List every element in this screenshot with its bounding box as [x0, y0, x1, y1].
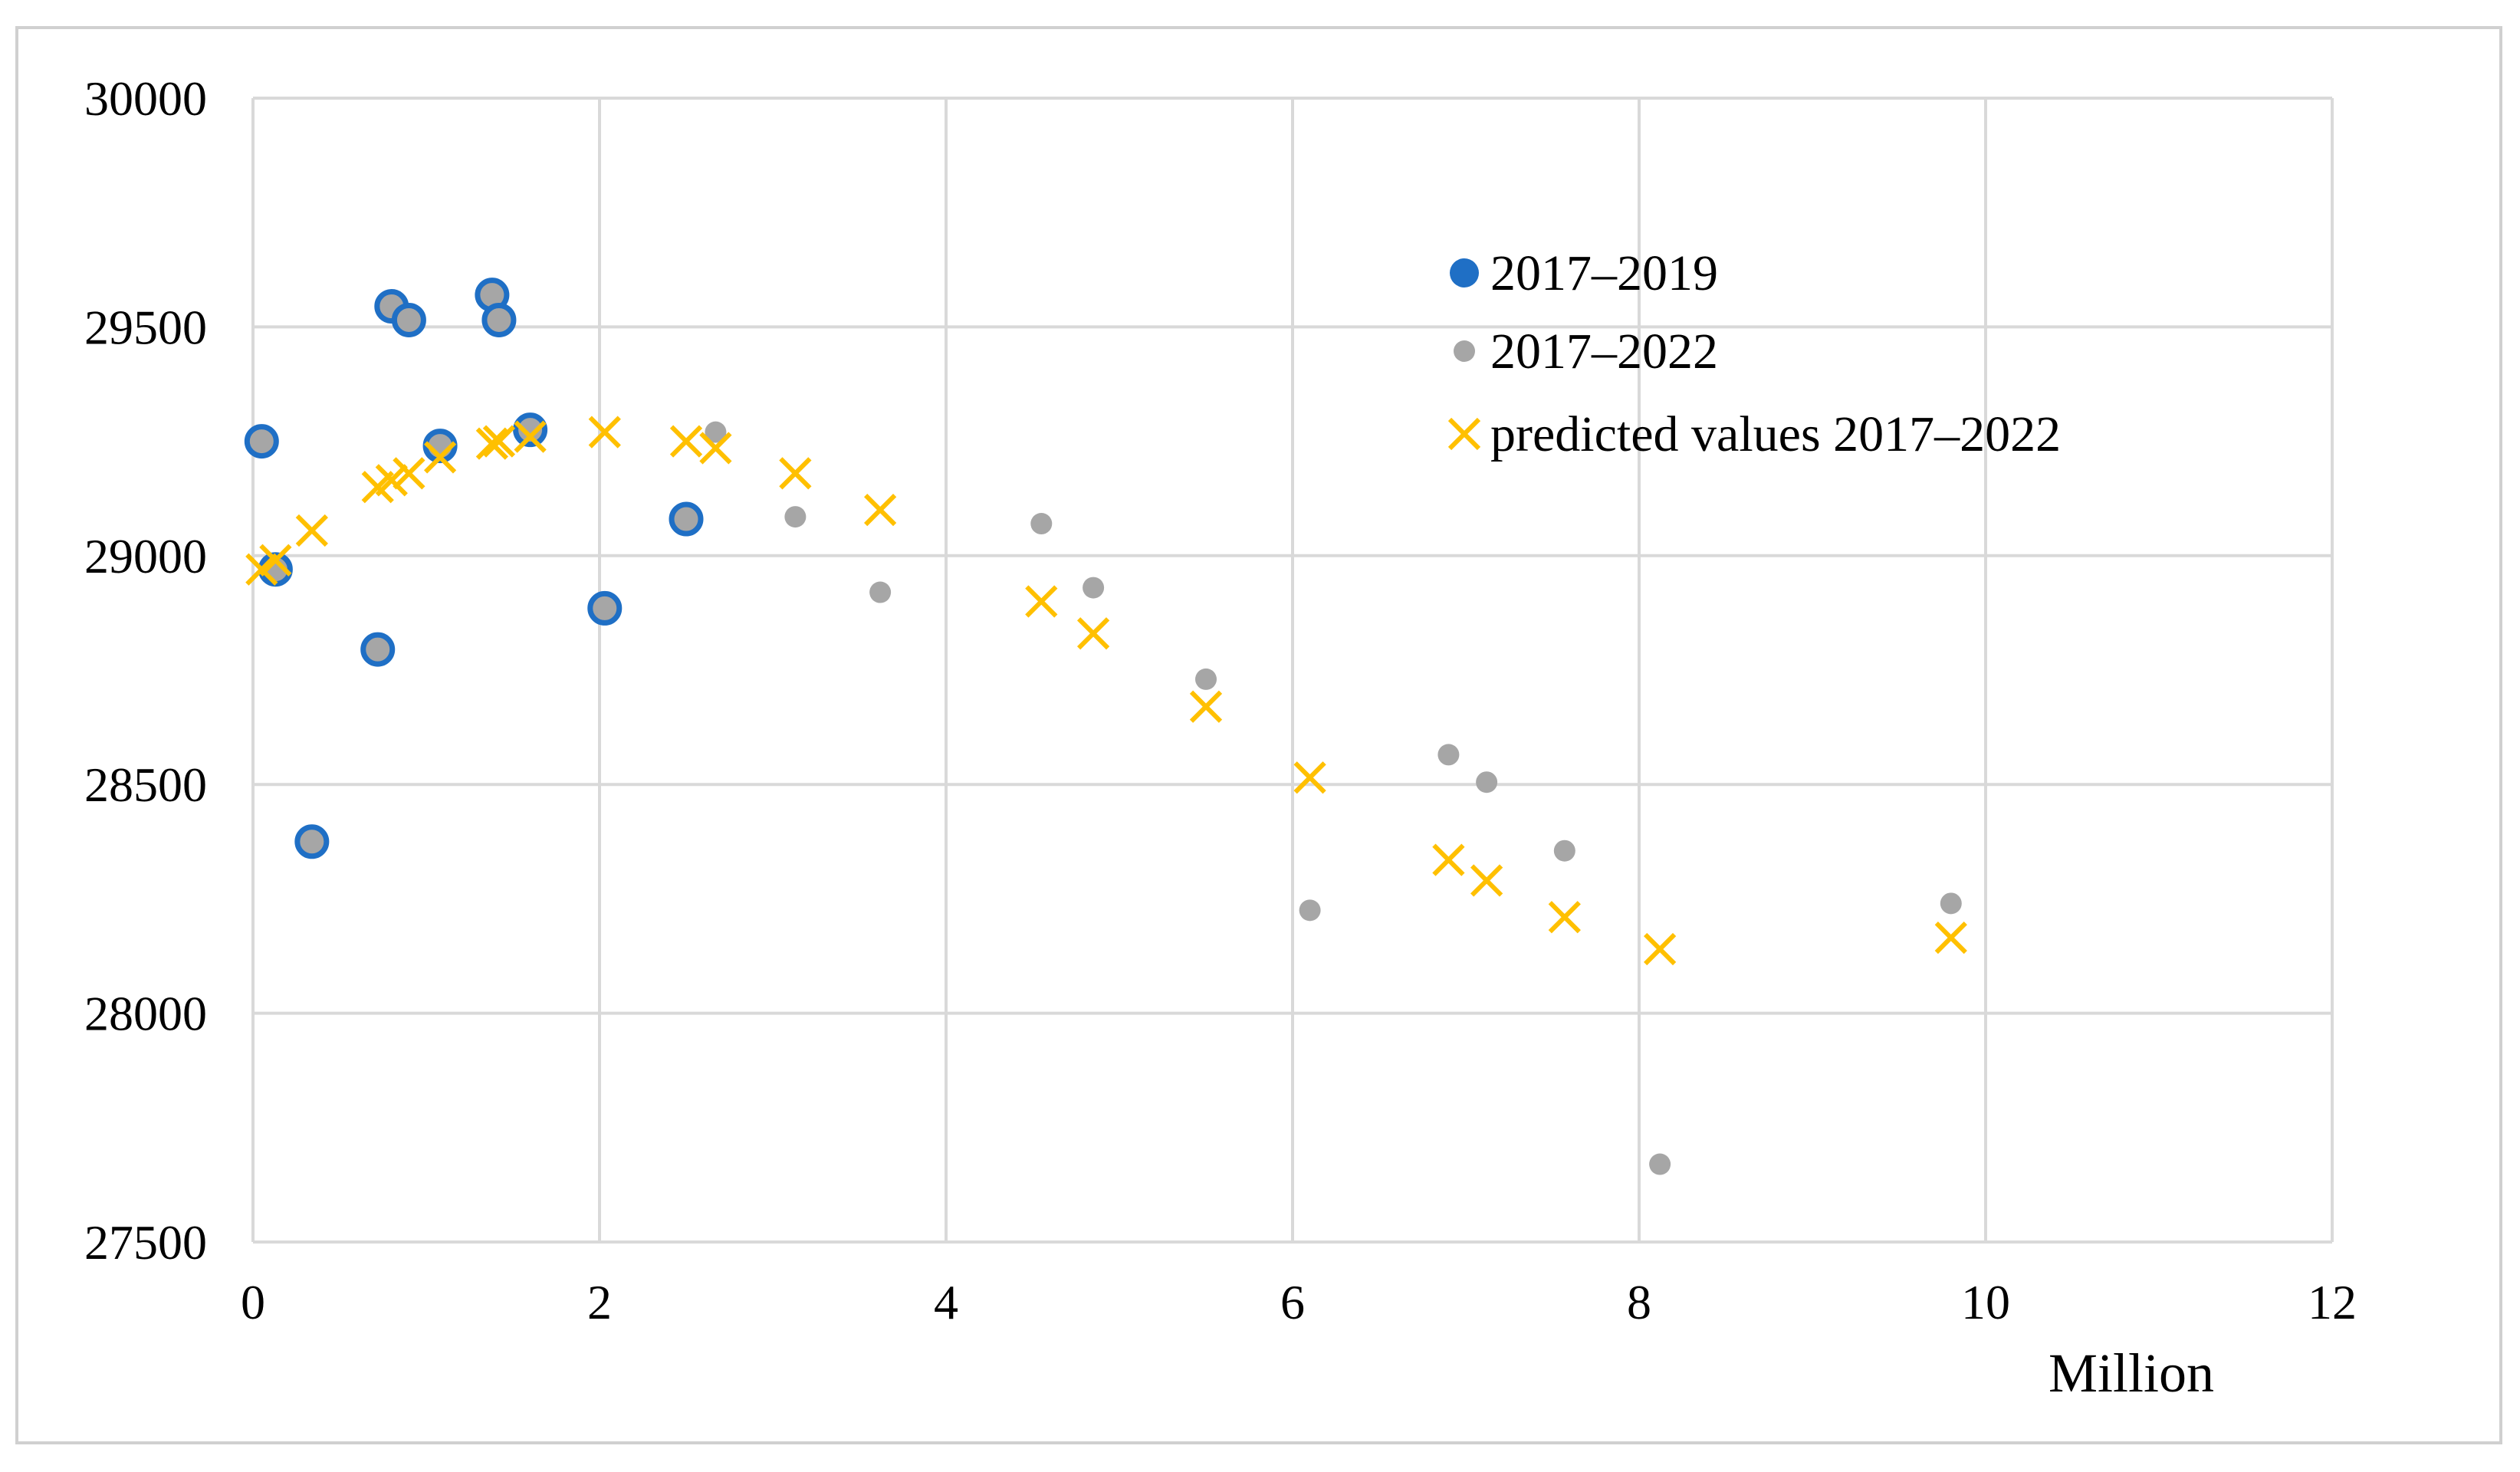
- point-predicted: [1293, 761, 1326, 794]
- point-predicted: [514, 420, 547, 453]
- point-predicted: [1189, 690, 1223, 723]
- point-predicted: [259, 544, 292, 577]
- point-2017-2022: [1476, 771, 1498, 794]
- point-2017-2019: [669, 501, 704, 537]
- point-predicted: [699, 432, 732, 465]
- point-2017-2019: [360, 632, 396, 667]
- point-predicted: [475, 427, 509, 460]
- point-2017-2019: [294, 824, 330, 859]
- point-2017-2022: [1437, 744, 1460, 766]
- grid-layer: [251, 97, 2334, 1244]
- point-predicted: [1432, 843, 1465, 876]
- point-predicted: [295, 514, 328, 547]
- data-marks: [244, 278, 1967, 1175]
- tick-labels: 27500 28000 28500 29000 29500 30000 0 2 4 6 8 10 12 M…: [84, 71, 2357, 1404]
- point-2017-2022: [1030, 513, 1053, 535]
- point-predicted: [588, 416, 621, 449]
- point-2017-2022: [1195, 668, 1217, 690]
- point-predicted: [423, 441, 457, 474]
- point-predicted: [482, 425, 516, 458]
- point-predicted: [669, 425, 703, 458]
- y-tick-label: 28000: [84, 987, 207, 1041]
- point-predicted: [375, 464, 408, 497]
- legend: 2017–2019 2017–2022 predicted values 2017–…: [1447, 245, 2061, 462]
- legend-label: 2017–2019: [1490, 245, 1718, 301]
- point-predicted: [1934, 922, 1967, 955]
- y-tick-label: 28500: [84, 757, 207, 812]
- y-tick-label: 30000: [84, 71, 207, 126]
- x-tick-label: 6: [1280, 1275, 1305, 1329]
- point-2017-2019: [244, 424, 279, 459]
- legend-marker-2017-2019: [1450, 258, 1479, 288]
- point-2017-2019: [587, 590, 623, 626]
- point-predicted: [1548, 901, 1581, 934]
- point-2017-2019: [513, 412, 548, 448]
- point-predicted: [863, 493, 897, 527]
- point-predicted: [393, 457, 425, 490]
- point-predicted: [1643, 932, 1677, 966]
- point-2017-2022: [869, 581, 892, 603]
- point-2017-2019: [391, 302, 426, 337]
- legend-label: predicted values 2017–2022: [1490, 406, 2061, 462]
- point-2017-2022: [705, 421, 727, 443]
- point-2017-2019: [481, 302, 517, 337]
- x-tick-label: 10: [1961, 1275, 2010, 1329]
- legend-label: 2017–2022: [1490, 324, 1718, 380]
- legend-marker-2017-2022: [1454, 340, 1475, 362]
- axis-layer: [251, 98, 2332, 1244]
- point-2017-2022: [1083, 577, 1105, 599]
- point-predicted: [245, 553, 278, 586]
- x-tick-label: 2: [587, 1275, 612, 1329]
- y-tick-label: 29500: [84, 300, 207, 354]
- chart-frame: [15, 26, 2502, 1444]
- x-tick-label: 0: [241, 1275, 265, 1329]
- point-predicted: [1025, 585, 1058, 618]
- legend-marker-predicted: [1447, 417, 1481, 451]
- point-2017-2022: [1299, 899, 1321, 922]
- point-2017-2022: [784, 506, 807, 528]
- point-2017-2022: [1940, 892, 1962, 915]
- x-tick-label: 4: [934, 1275, 958, 1329]
- point-2017-2022: [1649, 1153, 1671, 1175]
- x-tick-label: 8: [1627, 1275, 1651, 1329]
- point-predicted: [1470, 864, 1503, 897]
- y-tick-label: 29000: [84, 529, 207, 583]
- point-predicted: [1076, 617, 1110, 650]
- y-tick-label: 27500: [84, 1215, 207, 1270]
- point-2017-2022: [1553, 840, 1575, 862]
- point-predicted: [779, 457, 812, 490]
- x-axis-title: Million: [2049, 1342, 2214, 1404]
- x-tick-label: 12: [2308, 1275, 2357, 1329]
